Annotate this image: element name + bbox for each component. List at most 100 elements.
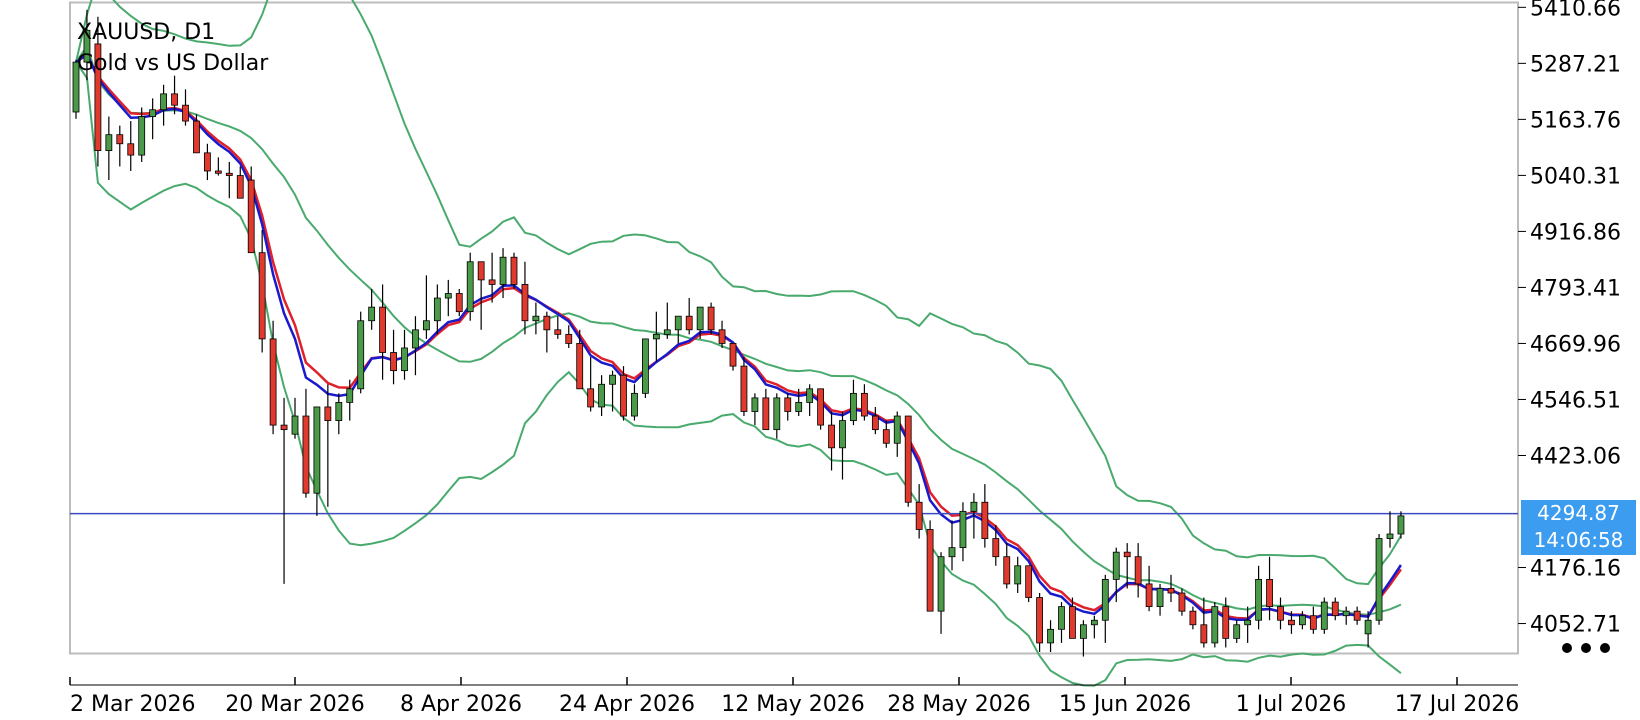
candle (981, 484, 989, 548)
candle (663, 302, 671, 339)
candle (1080, 620, 1087, 657)
candle (1320, 597, 1328, 634)
candle (707, 302, 715, 335)
candle (674, 315, 682, 344)
y-tick-label: 5040.31 (1530, 164, 1621, 189)
candle (576, 329, 584, 390)
candle (116, 125, 124, 167)
y-tick-label: 5287.21 (1530, 52, 1621, 77)
candle (401, 329, 408, 380)
y-tick-label: 4052.71 (1530, 613, 1621, 638)
candle (926, 520, 934, 612)
candle (554, 316, 562, 339)
candle (1233, 620, 1241, 643)
candle (1353, 606, 1361, 625)
candle (609, 370, 616, 412)
candle (937, 552, 945, 634)
candle (652, 311, 660, 362)
candle (379, 284, 387, 380)
candle (762, 388, 770, 431)
candle (258, 229, 266, 353)
candle (795, 388, 803, 417)
candle (718, 320, 726, 348)
candle (1003, 543, 1011, 589)
candle (904, 415, 912, 507)
candle (915, 484, 923, 539)
candle (346, 379, 354, 421)
candle (1342, 606, 1350, 625)
candle (1331, 597, 1339, 621)
bollinger-middle (75, 43, 1402, 616)
candle (291, 397, 299, 439)
y-tick-label: 4793.41 (1530, 276, 1621, 301)
candle (1397, 511, 1405, 539)
candle (160, 84, 168, 126)
candle (828, 411, 835, 471)
candle (313, 406, 321, 516)
candle (357, 311, 365, 394)
candle (193, 114, 200, 154)
candle (455, 288, 463, 317)
x-tick-label: 8 Apr 2026 (400, 692, 522, 717)
x-tick-label: 12 May 2026 (721, 692, 864, 717)
candle (565, 325, 573, 348)
candle (1036, 593, 1043, 652)
candle (1047, 620, 1054, 652)
chart-subtitle: Gold vs US Dollar (77, 51, 269, 76)
candle (970, 493, 978, 539)
candle (1058, 602, 1065, 643)
candle (269, 320, 277, 435)
more-options-icon[interactable] (1562, 640, 1610, 656)
current-price-tag: 4294.87 14:06:58 (1521, 499, 1636, 555)
candle (587, 357, 595, 412)
candle (225, 161, 233, 199)
candle (532, 302, 540, 335)
candle (642, 338, 649, 398)
chart-frame (69, 1, 1519, 655)
x-tick-label: 24 Apr 2026 (559, 692, 695, 717)
candle (620, 366, 627, 421)
candle (631, 384, 638, 421)
candle (1189, 606, 1197, 630)
candle (477, 261, 485, 330)
candle (433, 284, 441, 335)
candle (1090, 615, 1098, 639)
candle (740, 357, 748, 417)
y-tick-label: 5410.66 (1530, 0, 1621, 21)
candle (959, 502, 967, 562)
x-axis: 2 Mar 2026 20 Mar 2026 8 Apr 2026 24 Apr 20… (69, 677, 1519, 717)
candle (1025, 565, 1033, 603)
candle (1211, 602, 1219, 648)
candle (368, 288, 376, 330)
candle (335, 393, 343, 435)
candle (280, 397, 288, 584)
candle (182, 89, 189, 126)
candle (138, 107, 146, 162)
candle (784, 393, 792, 421)
candle (390, 329, 397, 385)
candle (1069, 597, 1076, 639)
candle (729, 343, 737, 371)
candle (1244, 606, 1252, 643)
candle (839, 411, 846, 480)
y-tick-label: 4423.06 (1530, 444, 1621, 469)
candle (882, 420, 890, 448)
candle (1134, 543, 1142, 598)
candle (1364, 611, 1372, 648)
x-tick-label: 28 May 2026 (887, 692, 1030, 717)
x-tick-label: 15 Jun 2026 (1059, 692, 1191, 717)
candle (1288, 611, 1295, 634)
candle (1375, 534, 1383, 625)
chart-symbol: XAUUSD, D1 (77, 20, 216, 45)
candle (1123, 543, 1131, 589)
x-tick-label: 20 Mar 2026 (225, 692, 364, 717)
candle (850, 379, 857, 426)
candlesticks (72, 9, 1405, 657)
candle (751, 393, 759, 426)
candle (893, 411, 901, 457)
candle (1266, 556, 1273, 621)
candle (685, 298, 693, 335)
candle (861, 384, 868, 421)
countdown-label: 14:06:58 (1533, 527, 1624, 552)
